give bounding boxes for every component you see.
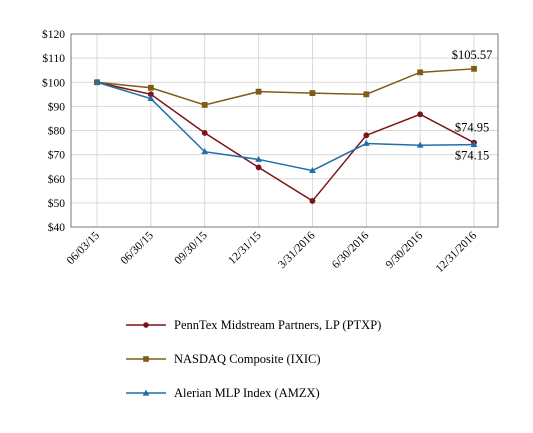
x-tick-label-5: 6/30/2016	[330, 229, 372, 271]
data-point-amzx-7	[470, 141, 478, 148]
y-tick-label-2: $60	[48, 173, 66, 186]
series-ptxp	[94, 79, 477, 204]
x-tick-label-0: 06/03/15	[65, 229, 103, 267]
x-tick-label-1: 06/30/15	[119, 229, 157, 267]
y-tick-label-3: $70	[48, 149, 66, 162]
y-axis: $40 $50 $60 $70 $80 $90 $100 $110 $120	[42, 28, 65, 234]
data-point-ixic-7	[471, 65, 477, 72]
y-tick-label-7: $110	[42, 52, 65, 65]
data-point-ptxp-6	[417, 111, 424, 118]
y-tick-label-6: $100	[42, 76, 65, 89]
data-point-amzx-6	[416, 141, 424, 148]
plot-area	[70, 33, 499, 228]
legend-label-ptxp: PennTex Midstream Partners, LP (PTXP)	[174, 318, 382, 332]
series-line-ptxp	[96, 81, 475, 202]
y-tick-label-1: $50	[48, 197, 66, 210]
data-point-amzx-3	[255, 155, 262, 162]
data-label-amzx-end: $74.15	[455, 149, 489, 163]
line-chart: $40$50$60$70$80$90$100$110$120 06/03/15 0…	[42, 28, 499, 275]
data-point-amzx-4	[309, 166, 316, 173]
legend-swatch-ixic	[126, 356, 166, 362]
data-point-amzx-1	[147, 95, 155, 102]
x-axis: 06/03/15 06/30/15 09/30/15 12/31/15 3/31/201…	[65, 229, 480, 275]
annotations: $105.57 $74.95 $74.15	[452, 48, 493, 163]
data-label-ptxp-end: $74.95	[455, 121, 489, 135]
x-tick-label-4: 3/31/2016	[276, 229, 318, 271]
series-line-ixic	[96, 68, 475, 106]
x-tick-label-2: 09/30/15	[172, 229, 210, 267]
data-point-ptxp-1	[147, 91, 154, 98]
data-label-ixic-end: $105.57	[452, 48, 493, 62]
data-point-ixic-1	[147, 84, 154, 91]
data-point-amzx-2	[201, 148, 209, 155]
y-tick-label-8: $120	[42, 28, 65, 41]
data-point-ixic-6	[417, 69, 424, 76]
data-point-ixic-2	[201, 102, 208, 108]
x-tick-label-6: 9/30/2016	[384, 229, 426, 271]
data-point-ixic-5	[363, 91, 370, 98]
data-point-ptxp-5	[363, 132, 370, 139]
data-point-amzx-0	[93, 78, 101, 85]
data-point-amzx-5	[362, 139, 370, 146]
series-amzx	[93, 78, 478, 173]
data-point-ptxp-3	[255, 164, 262, 171]
data-point-ixic-4	[309, 90, 316, 97]
y-tick-label-0: $40	[48, 221, 66, 234]
series-line-amzx	[96, 81, 475, 172]
y-tick-label-4: $80	[48, 125, 66, 138]
y-tick-label-5: $90	[48, 100, 66, 113]
x-tick-label-7: 12/31/2016	[434, 229, 480, 275]
legend-swatch-amzx	[126, 389, 166, 396]
data-point-ixic-3	[255, 88, 262, 95]
legend-swatch-ptxp	[126, 322, 166, 328]
series-layer	[93, 65, 478, 204]
x-tick-label-3: 12/31/15	[226, 229, 264, 267]
data-point-ptxp-2	[201, 130, 208, 136]
legend-label-amzx: Alerian MLP Index (AMZX)	[174, 386, 320, 400]
grid-lines	[71, 33, 498, 228]
data-point-ptxp-4	[309, 198, 316, 204]
series-ixic	[94, 65, 477, 108]
legend-label-ixic: NASDAQ Composite (IXIC)	[174, 352, 321, 366]
